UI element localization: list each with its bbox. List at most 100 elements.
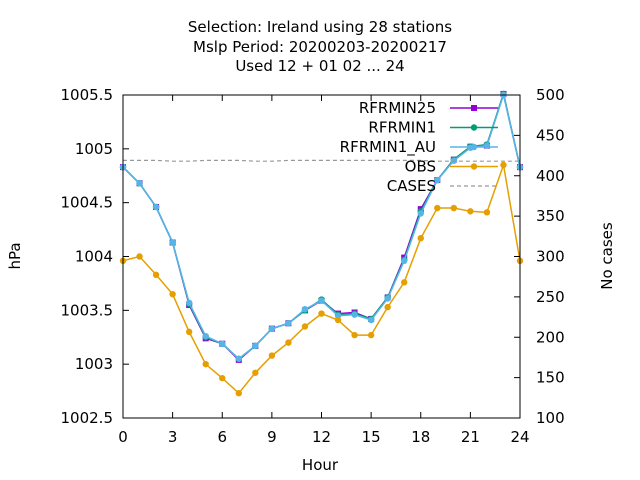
data-point: [219, 340, 226, 347]
x-tick-label: 15: [362, 428, 381, 446]
series-line: [122, 91, 521, 360]
legend-label: CASES: [387, 177, 436, 195]
data-point: [318, 310, 325, 317]
y-tick-label: 1005.5: [61, 86, 114, 104]
y-tick-label: 1003: [75, 355, 113, 373]
legend-marker: [471, 105, 477, 111]
x-tick-label: 9: [267, 428, 277, 446]
y-tick-label: 1005: [75, 140, 113, 158]
data-point: [417, 210, 424, 217]
data-point: [334, 316, 342, 324]
y2-tick-label: 300: [536, 248, 565, 266]
series-obs: [119, 161, 524, 397]
data-point: [483, 142, 491, 149]
data-point: [318, 297, 325, 304]
data-point: [185, 299, 193, 306]
data-point: [252, 342, 259, 350]
legend-label: RFRMIN1: [368, 119, 436, 137]
data-point: [285, 339, 292, 346]
data-point: [202, 360, 209, 368]
x-tick-label: 0: [118, 428, 128, 446]
series-rfrmin1: [119, 90, 524, 362]
y2-axis-label: No cases: [598, 222, 616, 290]
y2-tick-label: 250: [536, 288, 565, 306]
chart-title: Selection: Ireland using 28 stations Msl…: [188, 18, 452, 75]
y-tick-label: 1004.5: [61, 194, 114, 212]
data-point: [252, 369, 259, 376]
axes: 0 3 6 9 12 15 18 21 24 1002.5 1003 1003.5 1004 1004.5…: [61, 86, 565, 446]
series-line: [122, 91, 521, 361]
x-axis-label: Hour: [302, 456, 339, 474]
y2-tick-label: 400: [536, 167, 565, 185]
y-axis-label: hPa: [6, 242, 24, 269]
data-point: [401, 279, 408, 286]
y-tick-label: 1004: [75, 248, 113, 266]
data-point: [169, 290, 176, 298]
data-point: [384, 295, 391, 302]
y2-tick-label: 350: [536, 207, 565, 225]
legend-entry: OBS: [405, 158, 498, 176]
title-line-2: Mslp Period: 20200203-20200217: [193, 38, 447, 56]
y2-tick-label: 500: [536, 86, 565, 104]
series-layer: [119, 90, 524, 397]
series-line: [122, 92, 521, 360]
legend-label: RFRMIN25: [359, 99, 436, 117]
data-point: [136, 253, 143, 260]
data-point: [219, 374, 226, 382]
legend-marker: [470, 163, 478, 170]
legend-marker: [470, 143, 478, 151]
data-point: [202, 332, 209, 340]
data-point: [434, 176, 441, 184]
data-point: [136, 180, 143, 187]
data-point: [169, 239, 176, 246]
y2-tick-label: 150: [536, 369, 565, 387]
data-point: [351, 311, 358, 318]
x-tick-label: 18: [411, 428, 430, 446]
data-point: [301, 306, 309, 313]
data-point: [401, 257, 408, 265]
legend-label: OBS: [405, 158, 436, 176]
data-point: [384, 303, 391, 311]
data-point: [450, 204, 458, 212]
data-point: [367, 331, 375, 339]
x-tick-label: 6: [217, 428, 227, 446]
data-point: [483, 209, 491, 216]
data-point: [235, 390, 242, 397]
y2-tick-label: 450: [536, 126, 565, 144]
data-point: [434, 204, 441, 212]
series-rfrmin1-au: [119, 91, 524, 362]
legend-entry: RFRMIN25: [359, 99, 498, 117]
data-point: [235, 355, 242, 362]
x-tick-label: 24: [510, 428, 529, 446]
data-point: [301, 323, 309, 330]
data-point: [467, 208, 474, 215]
data-point: [285, 320, 292, 327]
y2-tick-label: 200: [536, 328, 565, 346]
legend-label: RFRMIN1_AU: [340, 138, 436, 157]
plot-border: [122, 94, 521, 419]
x-tick-label: 21: [461, 428, 480, 446]
data-point: [152, 271, 160, 279]
y2-tick-label: 100: [536, 409, 565, 427]
series-cases: [123, 159, 520, 162]
series-line: [123, 159, 520, 162]
legend-entry: RFRMIN1_AU: [340, 138, 498, 157]
data-point: [351, 331, 358, 339]
data-point: [500, 161, 507, 169]
x-tick-label: 12: [312, 428, 331, 446]
data-point: [417, 234, 424, 242]
legend-entry: RFRMIN1: [368, 119, 498, 137]
title-line-3: Used 12 + 01 02 ... 24: [235, 57, 404, 75]
data-point: [268, 352, 276, 359]
data-point: [152, 203, 160, 211]
x-tick-label: 3: [168, 428, 178, 446]
y-tick-label: 1003.5: [61, 301, 114, 319]
title-line-1: Selection: Ireland using 28 stations: [188, 18, 452, 36]
data-point: [185, 328, 193, 336]
data-point: [367, 316, 375, 324]
legend-marker: [470, 124, 478, 131]
series-rfrmin25: [120, 90, 523, 363]
data-point: [268, 325, 276, 332]
